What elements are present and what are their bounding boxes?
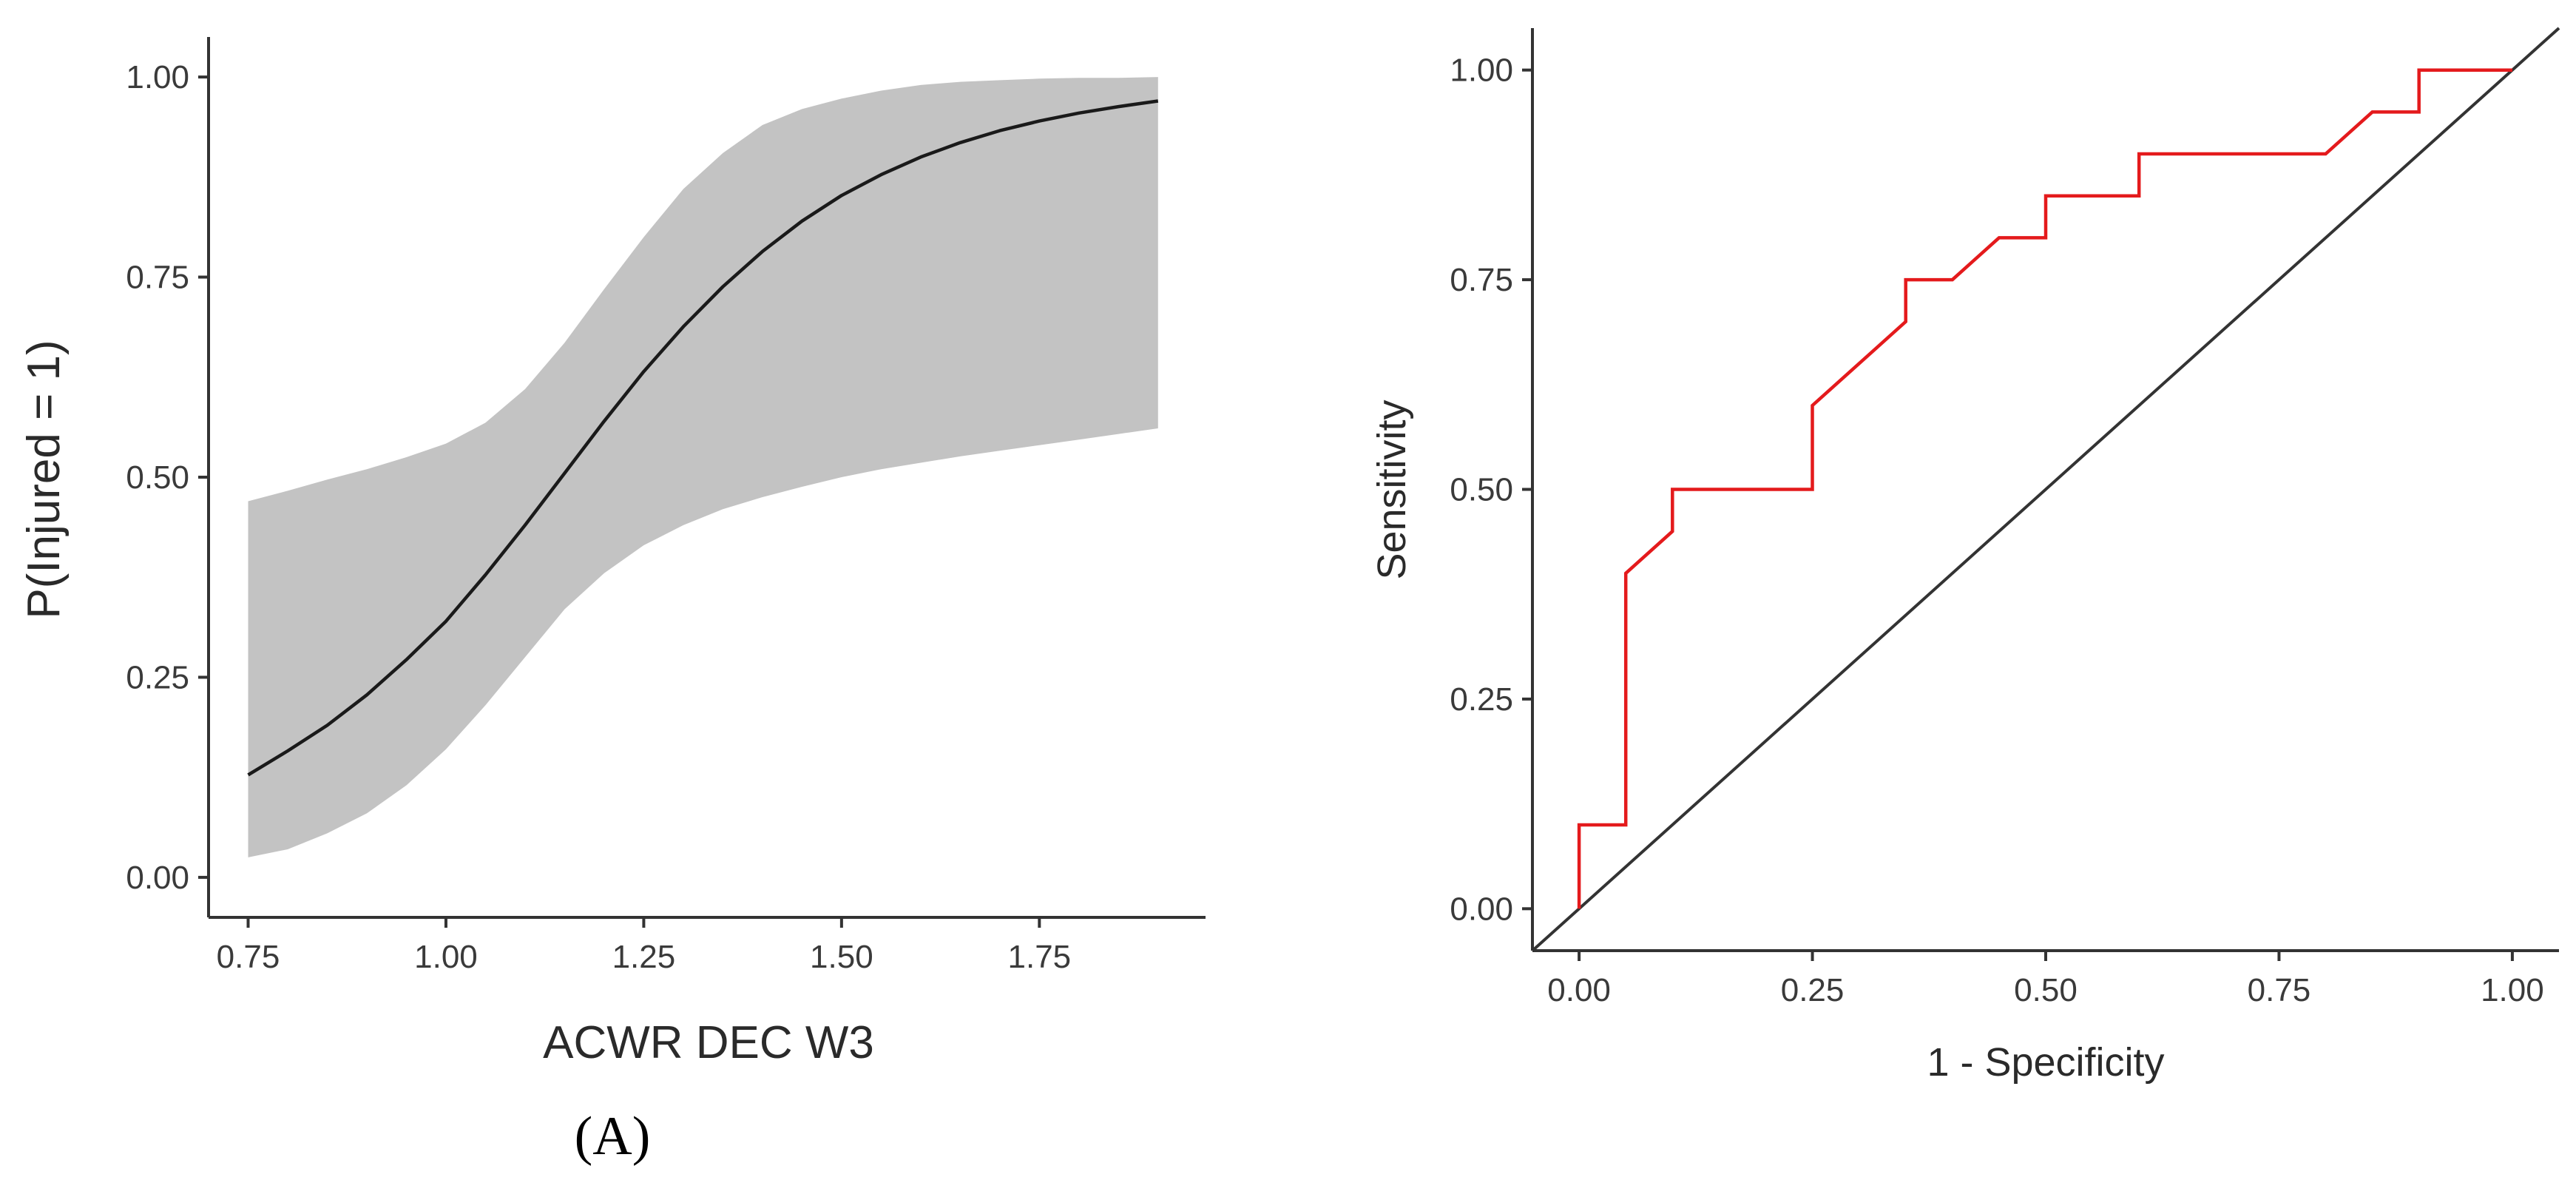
panel-label: (A): [575, 1106, 651, 1167]
l-y-tick-label: 0.00: [126, 860, 189, 896]
r-y-tick-label: 1.00: [1450, 53, 1513, 89]
l-x-tick-label: 1.25: [612, 939, 676, 975]
right-x-ticks: 0.00 0.25 0.50 0.75 1.00: [1547, 951, 2544, 1008]
left-panel: 0.00 0.25 0.50 0.75 1.00 0.75 1.00 1.25 1.50 1.7…: [18, 37, 1206, 1167]
r-x-tick-label: 1.00: [2481, 972, 2544, 1008]
r-x-tick-label: 0.25: [1781, 972, 1845, 1008]
l-y-tick-label: 0.50: [126, 459, 189, 496]
left-plot-area: [247, 77, 1159, 857]
roc-curve-line: [1577, 68, 2512, 909]
left-y-axis-title: P(Injured = 1): [18, 340, 70, 618]
right-y-ticks: 0.00 0.25 0.50 0.75 1.00: [1450, 53, 1532, 927]
reference-diagonal: [1531, 27, 2560, 952]
l-x-tick-label: 1.75: [1008, 939, 1072, 975]
l-x-tick-label: 1.00: [414, 939, 478, 975]
r-y-tick-label: 0.75: [1450, 262, 1513, 298]
fit-line: [247, 99, 1159, 777]
r-y-tick-label: 0.50: [1450, 472, 1513, 508]
r-x-tick-label: 0.00: [1547, 972, 1611, 1008]
l-y-tick-label: 0.25: [126, 659, 189, 695]
left-y-ticks: 0.00 0.25 0.50 0.75 1.00: [126, 59, 209, 896]
l-x-tick-label: 1.50: [810, 939, 873, 975]
right-plot-area: [1531, 27, 2560, 952]
r-y-tick-label: 0.25: [1450, 681, 1513, 718]
r-x-tick-label: 0.75: [2248, 972, 2311, 1008]
l-x-tick-label: 0.75: [217, 939, 280, 975]
r-x-tick-label: 0.50: [2014, 972, 2078, 1008]
l-y-tick-label: 1.00: [126, 59, 189, 95]
left-x-axis-title: ACWR DEC W3: [543, 1017, 874, 1068]
right-panel: 0.00 0.25 0.50 0.75 1.00 0.00 0.25 0.50 0.75 1.0…: [1370, 27, 2560, 1085]
r-y-tick-label: 0.00: [1450, 891, 1513, 927]
right-x-axis-title: 1 - Specificity: [1927, 1040, 2164, 1085]
l-y-tick-label: 0.75: [126, 260, 189, 296]
left-x-ticks: 0.75 1.00 1.25 1.50 1.75: [217, 917, 1071, 975]
right-y-axis-title: Sensitivity: [1370, 399, 1414, 579]
confidence-band: [248, 77, 1158, 857]
